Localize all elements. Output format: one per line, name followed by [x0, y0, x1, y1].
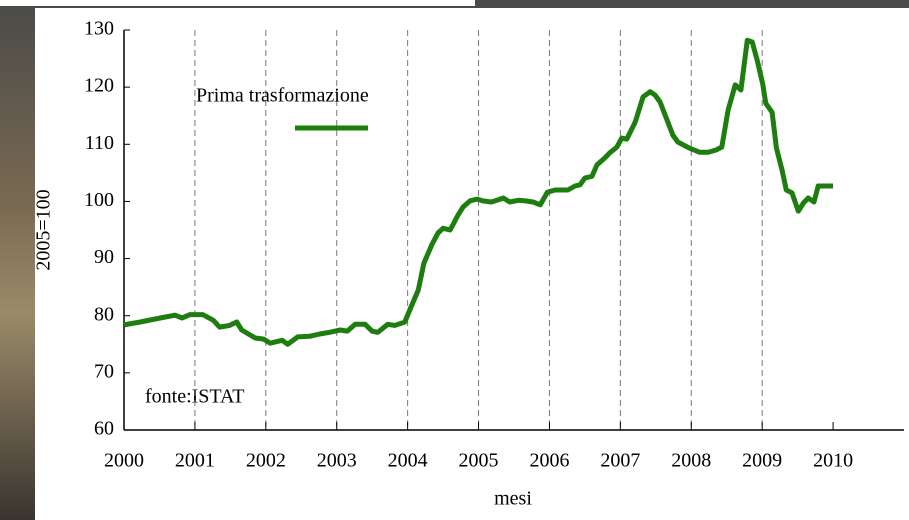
- y-tick-label: 120: [84, 75, 114, 97]
- x-tick-label: 2001: [175, 450, 215, 472]
- y-tick-label: 110: [85, 132, 114, 154]
- x-tick-label: 2009: [742, 450, 782, 472]
- y-tick-label: 130: [84, 18, 114, 40]
- top-strip: [0, 0, 475, 6]
- x-tick-label: 2003: [317, 450, 357, 472]
- x-tick-label: 2008: [671, 450, 711, 472]
- x-tick-label: 2006: [529, 450, 569, 472]
- x-axis-label: mesi: [494, 488, 532, 510]
- x-tick-label: 2010: [813, 450, 853, 472]
- y-tick-label: 100: [84, 189, 114, 211]
- y-tick-label: 80: [94, 303, 114, 325]
- y-tick-label: 70: [94, 360, 114, 382]
- y-tick-label: 90: [94, 246, 114, 268]
- x-tick-label: 2005: [459, 450, 499, 472]
- x-tick-label: 2007: [600, 450, 640, 472]
- y-axis-label: 2005=100: [33, 189, 55, 270]
- x-tick-label: 2004: [388, 450, 428, 472]
- series-line: [123, 37, 834, 347]
- legend-label: Prima trasformazione: [196, 85, 369, 107]
- y-tick-label: 60: [94, 418, 114, 440]
- x-tick-label: 2000: [104, 450, 144, 472]
- panel: [35, 8, 909, 520]
- annotation: fonte:ISTAT: [145, 386, 245, 408]
- x-tick-label: 2002: [246, 450, 286, 472]
